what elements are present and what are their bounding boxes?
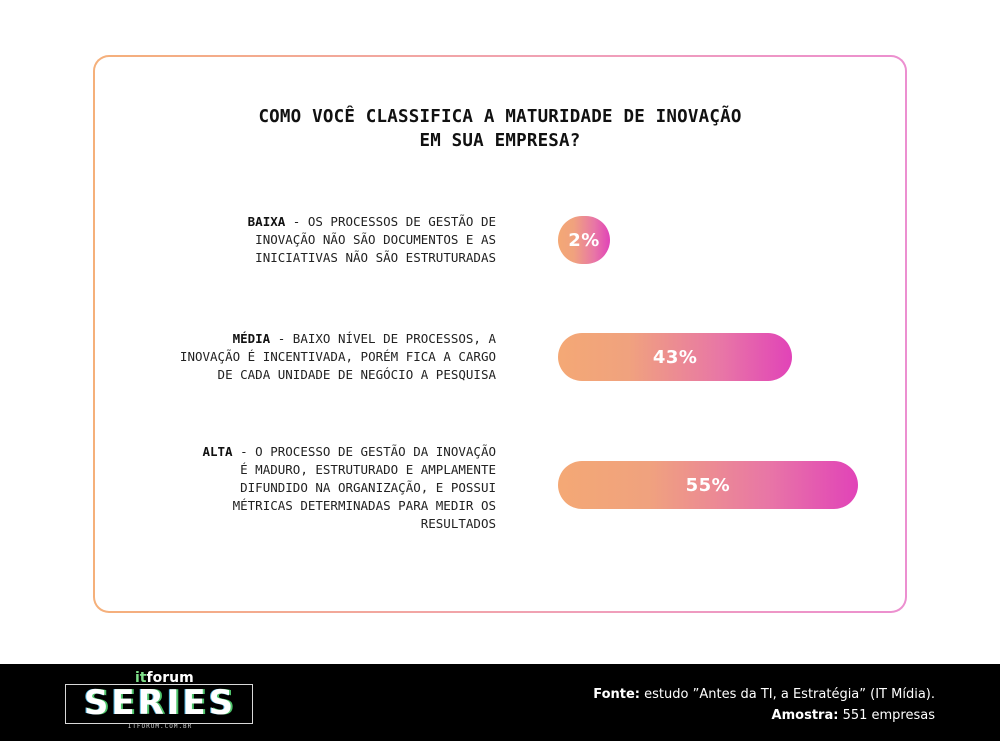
logo-itforum-text: itforum	[135, 670, 194, 686]
chart-title: COMO VOCÊ CLASSIFICA A MATURIDADE DE INO…	[95, 105, 905, 153]
chart-title-line-1: COMO VOCÊ CLASSIFICA A MATURIDADE DE INO…	[258, 107, 742, 127]
category-label: MÉDIA - BAIXO NÍVEL DE PROCESSOS, A INOVA…	[136, 330, 496, 384]
chart-title-line-2: EM SUA EMPRESA?	[419, 131, 581, 151]
bar-value-label: 55%	[685, 474, 731, 496]
category-description-line: INICIATIVAS NÃO SÃO ESTRUTURADAS	[255, 250, 496, 265]
category-description-line: É MADURO, ESTRUTURADO E AMPLAMENTE	[240, 462, 496, 477]
chart-card-inner: COMO VOCÊ CLASSIFICA A MATURIDADE DE INO…	[95, 57, 905, 611]
sample-label: Amostra:	[771, 708, 839, 723]
category-description-line: DIFUNDIDO NA ORGANIZAÇÃO, E POSSUI	[240, 480, 496, 495]
category-name: BAIXA	[247, 214, 286, 229]
category-label: BAIXA - OS PROCESSOS DE GESTÃO DE INOVAÇÃ…	[136, 213, 496, 267]
bar-value-label: 43%	[652, 346, 698, 368]
logo-url: ITFORUM.COM.BR	[127, 723, 193, 730]
bar: 55%	[558, 461, 858, 509]
chart-card: COMO VOCÊ CLASSIFICA A MATURIDADE DE INO…	[93, 55, 907, 613]
bar-value-label: 2%	[568, 229, 600, 251]
footer: itforum SERIES ITFORUM.COM.BR Fonte: est…	[0, 664, 1000, 741]
sample-text: 551 empresas	[842, 708, 935, 723]
logo-frame	[65, 684, 253, 724]
bar: 2%	[558, 216, 610, 264]
category-label: ALTA - O PROCESSO DE GESTÃO DA INOVAÇÃO É…	[136, 443, 496, 533]
category-description-line: - BAIXO NÍVEL DE PROCESSOS, A	[270, 331, 496, 346]
category-description-line: DE CADA UNIDADE DE NEGÓCIO A PESQUISA	[217, 367, 496, 382]
source-line: Fonte: estudo ”Antes da TI, a Estratégia…	[593, 684, 935, 705]
category-description-line: MÉTRICAS DETERMINADAS PARA MEDIR OS	[232, 498, 496, 513]
source-text: estudo ”Antes da TI, a Estratégia” (IT M…	[644, 687, 935, 702]
category-description-line: - O PROCESSO DE GESTÃO DA INOVAÇÃO	[232, 444, 496, 459]
bar: 43%	[558, 333, 793, 381]
category-name: MÉDIA	[232, 331, 271, 346]
category-description-line: RESULTADOS	[420, 516, 496, 531]
source-label: Fonte:	[593, 687, 641, 702]
logo-series-word: SERIES	[83, 683, 237, 723]
itforum-series-logo: itforum SERIES ITFORUM.COM.BR	[65, 670, 255, 734]
sample-line: Amostra: 551 empresas	[593, 705, 935, 726]
category-name: ALTA	[202, 444, 233, 459]
source-note: Fonte: estudo ”Antes da TI, a Estratégia…	[593, 684, 935, 726]
category-description-line: INOVAÇÃO NÃO SÃO DOCUMENTOS E AS	[255, 232, 496, 247]
category-description-line: INOVAÇÃO É INCENTIVADA, PORÉM FICA A CAR…	[179, 349, 496, 364]
category-description-line: - OS PROCESSOS DE GESTÃO DE	[285, 214, 496, 229]
